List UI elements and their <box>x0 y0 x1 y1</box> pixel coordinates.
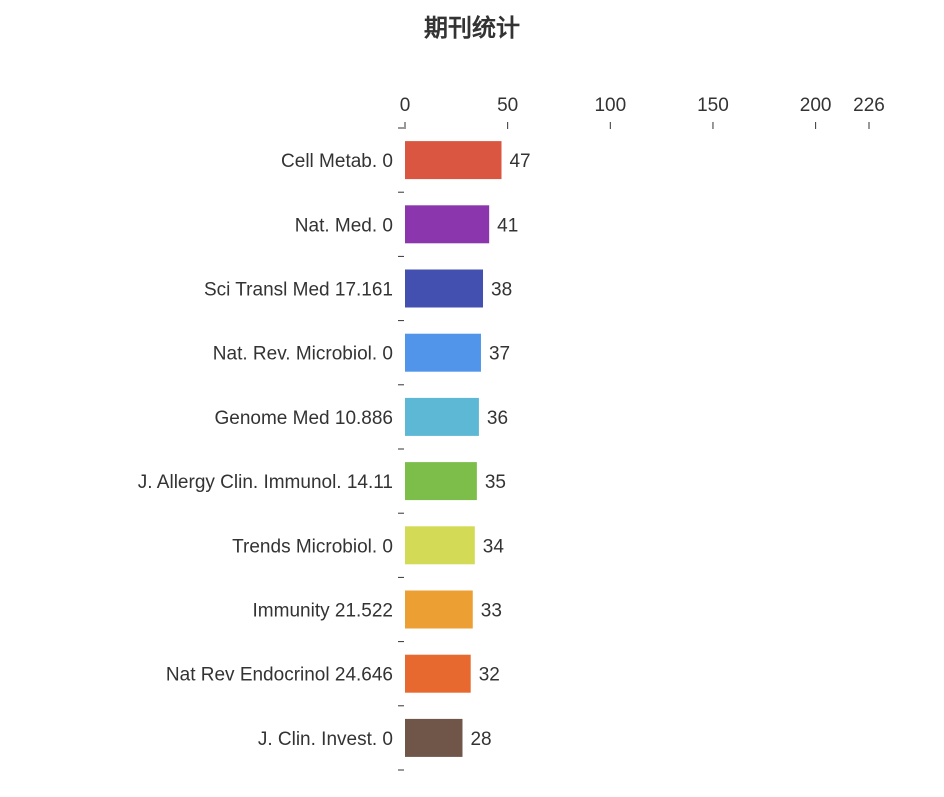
chart-title: 期刊统计 <box>424 14 520 42</box>
category-label: Nat. Med. 0 <box>295 215 393 236</box>
category-label: J. Allergy Clin. Immunol. 14.11 <box>138 472 393 493</box>
value-label: 28 <box>470 729 491 750</box>
bar <box>405 718 463 757</box>
value-label: 36 <box>487 408 508 429</box>
x-tick-label: 150 <box>697 95 729 116</box>
value-label: 41 <box>497 215 518 236</box>
value-label: 47 <box>509 151 530 172</box>
value-label: 38 <box>491 280 512 301</box>
bar <box>405 333 481 372</box>
value-label: 37 <box>489 344 510 365</box>
value-label: 32 <box>479 665 500 686</box>
bar <box>405 462 477 501</box>
bar <box>405 141 502 180</box>
bar <box>405 205 490 244</box>
category-label: J. Clin. Invest. 0 <box>258 729 393 750</box>
x-tick-label: 100 <box>594 95 626 116</box>
value-label: 35 <box>485 472 506 493</box>
category-label: Sci Transl Med 17.161 <box>204 280 393 301</box>
x-tick-label: 226 <box>853 95 885 116</box>
category-label: Cell Metab. 0 <box>281 151 393 172</box>
x-tick-label: 50 <box>497 95 518 116</box>
x-tick-label: 0 <box>400 95 411 116</box>
category-label: Nat Rev Endocrinol 24.646 <box>166 665 393 686</box>
value-label: 33 <box>481 601 502 622</box>
y-axis <box>398 127 404 771</box>
category-label: Trends Microbiol. 0 <box>232 536 393 557</box>
bar <box>405 654 471 693</box>
category-label: Immunity 21.522 <box>253 601 393 622</box>
x-axis: 0 50 100 150 200 226 <box>400 95 885 129</box>
bar <box>405 590 473 629</box>
category-label: Nat. Rev. Microbiol. 0 <box>213 344 393 365</box>
bar <box>405 397 479 436</box>
bar <box>405 269 484 308</box>
value-label: 34 <box>483 536 505 557</box>
x-tick-label: 200 <box>800 95 832 116</box>
category-label: Genome Med 10.886 <box>214 408 393 429</box>
bar <box>405 526 475 565</box>
bars: Cell Metab. 0 47 Nat. Med. 0 41 Sci Transl M… <box>138 141 531 757</box>
